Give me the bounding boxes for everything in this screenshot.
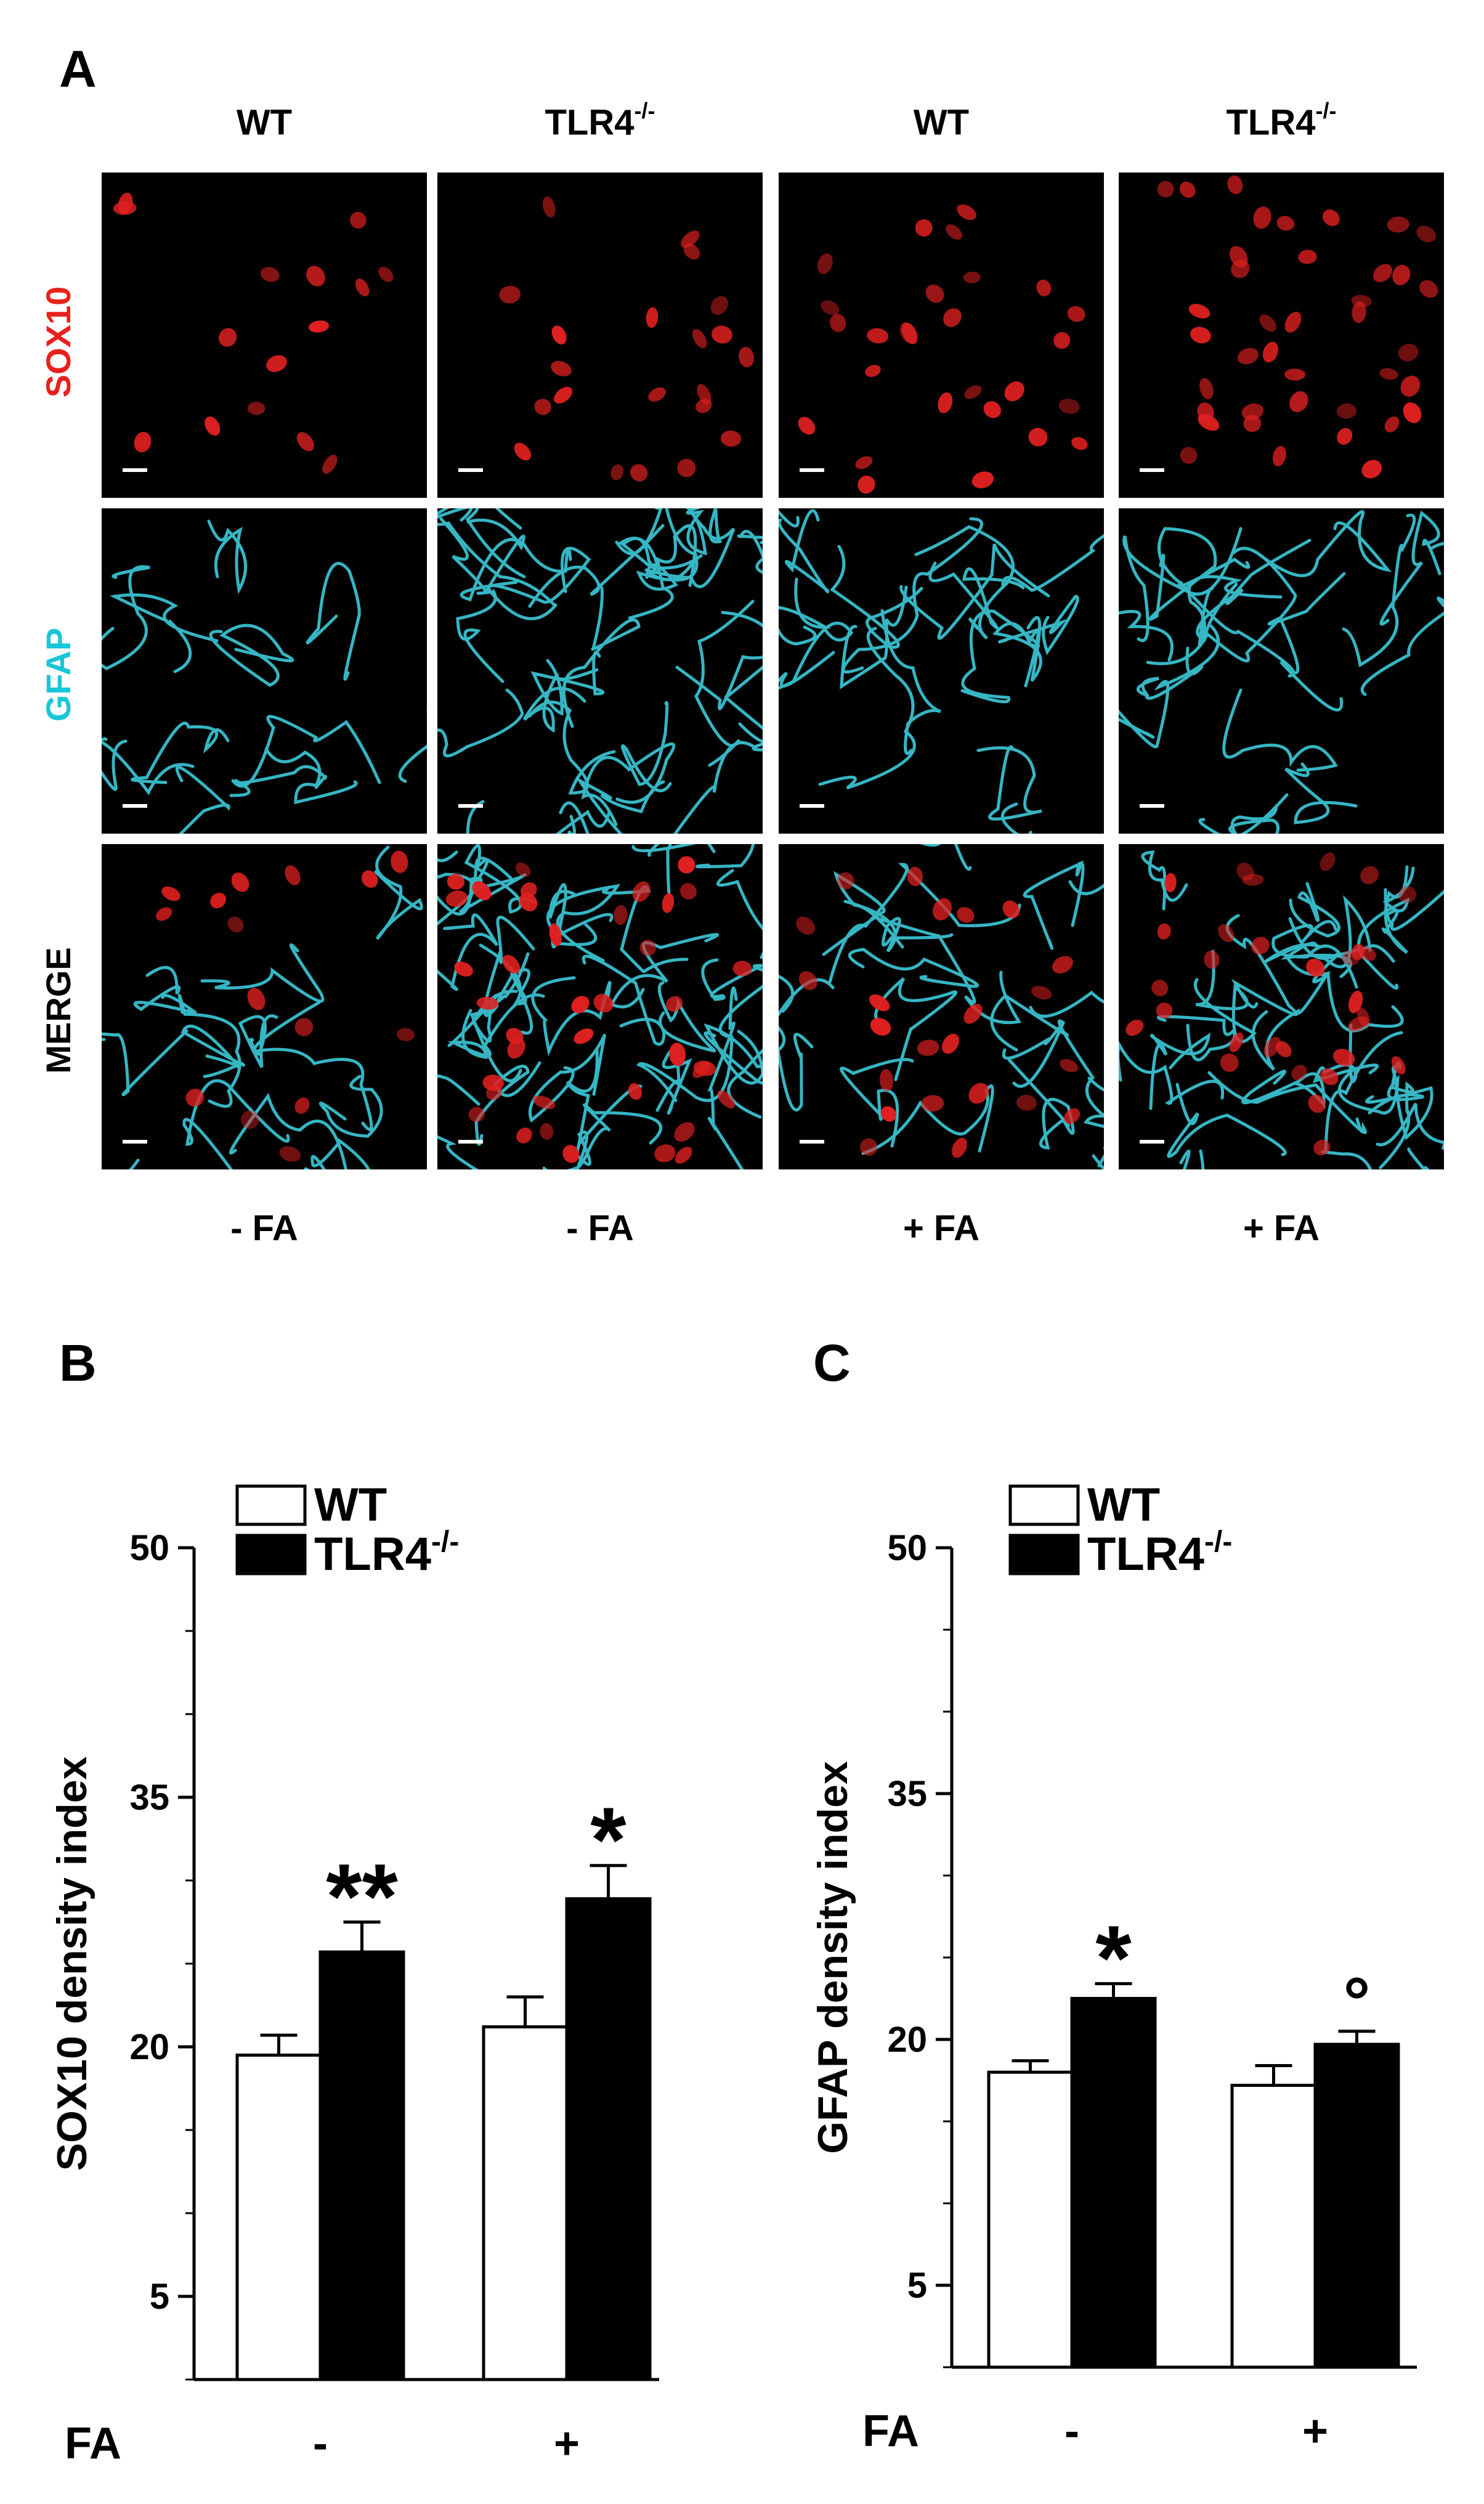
scale-bar (458, 1140, 483, 1144)
panel_c-y-tick-label: 35 (887, 1774, 927, 1814)
micrograph-tlr4-FA-merge (1119, 844, 1444, 1169)
treatment-label-4: + FA (1243, 1208, 1320, 1248)
panel_c-x-label: FA (862, 2407, 919, 2456)
micrograph-tlr4-FA-gfap (1119, 508, 1444, 834)
panel_b-y-tick-label: 50 (129, 1528, 169, 1568)
micrograph-wt-noFA-merge (102, 844, 427, 1169)
micrograph-wt-noFA-sox10 (102, 173, 427, 498)
panel_c-y-tick-label: 20 (887, 2020, 927, 2060)
panel_b-x-label: FA (65, 2419, 121, 2468)
panel_b-legend-label-tlr4: TLR4-/- (314, 1526, 459, 1580)
panel_b-plot: 5 20 35 50 SOX10 density index ** - * + FA WTTLR4-… (49, 1479, 659, 2468)
row-label-merge: MERGE (39, 947, 78, 1074)
scale-bar (123, 1140, 147, 1144)
panel_b-bar-tlr4-1 (565, 1897, 652, 2381)
panel-c-letter: C (813, 1334, 851, 1392)
panel_c-category-label: - (1064, 2407, 1079, 2456)
micrograph-tlr4-noFA-gfap (437, 508, 763, 834)
scale-bar (123, 804, 147, 808)
scale-bar (800, 804, 824, 808)
panel_b-y-tick-label: 20 (129, 2027, 169, 2067)
panel_b-legend-label-wt: WT (314, 1479, 387, 1531)
scale-bar (458, 468, 483, 472)
micrograph-tlr4-noFA-sox10 (437, 173, 763, 498)
panel_b-category-label: - (313, 2419, 328, 2468)
micrograph-tlr4-FA-sox10 (1119, 173, 1444, 498)
row-label-sox10: SOX10 (39, 286, 78, 398)
panel_c-y-label: GFAP density index (809, 1761, 856, 2154)
panel_c-bar-tlr4-1 (1313, 2043, 1400, 2369)
panel_b-significance-marker: ** (326, 1845, 398, 1948)
panel_c-significance-marker: ° (1344, 1964, 1371, 2040)
panel_b-bar-tlr4-0 (318, 1950, 405, 2381)
scale-bar (123, 468, 147, 472)
panel_b-bar-wt-1 (482, 2025, 569, 2381)
panel_b-category-label: + (554, 2419, 580, 2468)
panel_b-legend-swatch-wt (235, 1484, 307, 1526)
treatment-label-1: - FA (230, 1208, 298, 1248)
treatment-label-2: - FA (566, 1208, 634, 1248)
panel_c-y-tick-label: 50 (887, 1528, 927, 1568)
micrograph-wt-FA-sox10 (779, 173, 1104, 498)
panel_c-bar-wt-1 (1230, 2083, 1317, 2369)
panel_b-y-tick-label: 35 (129, 1778, 169, 1818)
panel_c-category-label: + (1302, 2407, 1328, 2456)
column-header-2: TLR4-/- (545, 98, 655, 143)
scale-bar (800, 1140, 824, 1144)
scale-bar (1140, 804, 1164, 808)
column-header-3: WT (913, 102, 970, 143)
panel_c-legend-label-tlr4: TLR4-/- (1087, 1526, 1232, 1580)
panel_b-significance-marker: * (590, 1788, 626, 1892)
column-header-4: TLR4-/- (1226, 98, 1337, 143)
scale-bar (1140, 1140, 1164, 1144)
panel_c-significance-marker: * (1095, 1906, 1132, 2010)
row-label-gfap: GFAP (39, 627, 78, 722)
scale-bar (800, 468, 824, 472)
panel_b-y-tick-label: 5 (150, 2277, 169, 2317)
panel_c-bar-wt-0 (987, 2070, 1074, 2369)
scale-bar (458, 804, 483, 808)
panel_b-legend-swatch-tlr4 (235, 1534, 307, 1575)
micrograph-wt-FA-gfap (779, 508, 1104, 834)
treatment-label-3: + FA (902, 1208, 980, 1248)
column-header-1: WT (236, 102, 293, 143)
micrograph-wt-noFA-gfap (102, 508, 427, 834)
micrograph-tlr4-noFA-merge (437, 844, 763, 1169)
panel_c-legend-label-wt: WT (1087, 1479, 1160, 1531)
panel-b-letter: B (59, 1334, 97, 1392)
panel_b-y-label: SOX10 density index (49, 1756, 95, 2171)
micrograph-wt-FA-merge (779, 844, 1104, 1169)
panel_c-legend-swatch-tlr4 (1008, 1534, 1080, 1575)
panel-a-letter: A (59, 40, 97, 98)
panel_c-y-tick-label: 5 (907, 2266, 927, 2306)
panel_c-legend-swatch-wt (1008, 1484, 1080, 1526)
panel_c-bar-tlr4-0 (1070, 1997, 1157, 2369)
scale-bar (1140, 468, 1164, 472)
panel_b-bar-wt-0 (235, 2054, 322, 2381)
